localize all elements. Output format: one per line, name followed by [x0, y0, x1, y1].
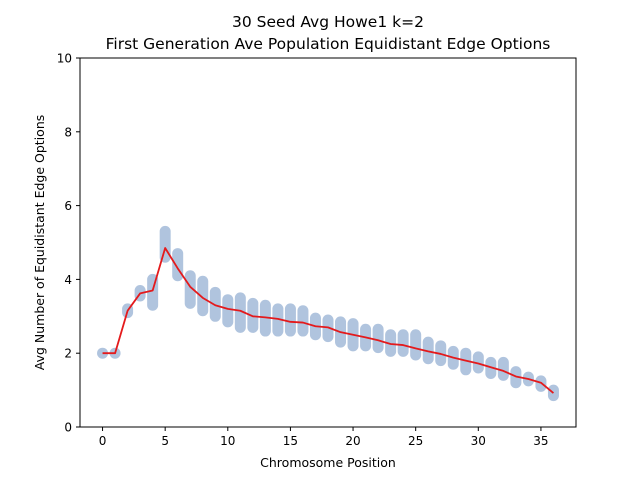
- x-tick-label: 20: [345, 434, 360, 448]
- line-layer: [102, 247, 555, 394]
- y-tick-label: 6: [64, 199, 72, 213]
- y-tick-label: 0: [64, 421, 72, 435]
- y-tick-label: 4: [64, 273, 72, 287]
- x-tick-label: 35: [533, 434, 548, 448]
- x-axis-ticks: 0 5 10 15 20 25 30 35: [99, 427, 549, 448]
- y-tick-label: 2: [64, 347, 72, 361]
- x-tick-label: 25: [408, 434, 423, 448]
- x-tick-label: 10: [220, 434, 235, 448]
- y-tick-label: 8: [64, 125, 72, 139]
- x-tick-label: 5: [161, 434, 169, 448]
- x-tick-label: 0: [99, 434, 107, 448]
- y-axis-ticks: 0 2 4 6 8 10: [57, 52, 80, 435]
- y-tick-label: 10: [57, 52, 72, 66]
- x-tick-label: 15: [283, 434, 298, 448]
- chart-title: 30 Seed Avg Howe1 k=2: [232, 13, 424, 31]
- plot-frame: [79, 57, 577, 428]
- x-axis-label: Chromosome Position: [260, 455, 396, 470]
- y-axis-label: Avg Number of Equidistant Edge Options: [32, 115, 47, 371]
- chart-subtitle: First Generation Ave Population Equidist…: [106, 35, 551, 53]
- x-tick-label: 30: [471, 434, 486, 448]
- average-line: [102, 247, 555, 394]
